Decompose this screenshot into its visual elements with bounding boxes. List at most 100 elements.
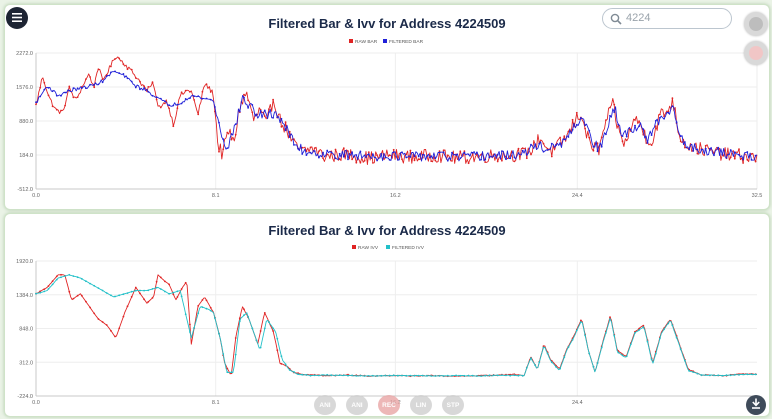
data-point [634,119,636,121]
chart-title-bar: Filtered Bar & Ivv for Address 4224509 [268,16,506,31]
data-point [688,370,690,372]
data-point [679,348,682,351]
data-point [155,98,158,101]
data-point [592,365,595,368]
y-tick-label: 1920.0 [16,259,33,265]
data-point [646,340,649,343]
data-point [376,154,378,157]
series-points [35,273,757,377]
data-point [205,83,208,85]
data-point [101,289,104,292]
data-point [600,346,603,349]
data-point [218,332,220,335]
data-point [401,158,403,161]
data-point [105,75,108,77]
legend-swatch [386,245,390,249]
data-point [76,87,79,90]
legend-label: RAW IVV [358,245,379,251]
data-point [629,343,632,346]
data-point [359,161,362,164]
data-point [122,63,125,66]
data-point [471,374,474,377]
data-point [638,120,640,123]
data-point [629,128,632,131]
control-button-5[interactable]: STP [442,395,464,415]
data-point [97,83,100,86]
record-button[interactable] [744,12,768,36]
data-point [580,319,582,322]
y-tick-label: -224.0 [17,394,33,400]
download-icon [751,396,761,414]
data-point [496,160,499,163]
data-point [97,68,100,71]
data-point [384,374,387,377]
reset-button[interactable] [744,41,768,65]
data-point [243,308,245,311]
data-point [214,317,216,320]
data-point [130,290,133,293]
data-point [542,150,545,153]
data-point [301,373,304,376]
legend-swatch [352,245,356,249]
data-point [342,374,345,377]
data-point [484,161,487,164]
data-point [484,374,487,377]
data-point [334,374,337,377]
data-point [555,366,557,368]
data-point [621,135,624,138]
data-point [467,162,470,165]
data-point [288,130,291,133]
data-point [164,280,166,283]
data-point [517,152,520,154]
data-point [580,117,582,119]
data-point [35,103,37,106]
data-point [679,140,682,143]
data-point [596,142,599,145]
data-point [742,162,744,164]
data-point [342,147,345,150]
data-point [509,157,512,160]
data-point [459,157,462,160]
data-point [101,78,104,81]
data-point [563,356,566,359]
data-point [638,329,640,331]
control-button-1[interactable]: ANI [314,395,336,415]
data-point [525,154,528,156]
data-point [247,99,250,102]
data-point [480,158,482,161]
data-point [222,138,225,141]
data-point [513,156,516,159]
data-point [351,151,353,154]
data-point [251,111,254,114]
data-point [238,317,241,320]
legend-swatch [383,39,387,43]
data-point [180,91,183,94]
data-point [721,374,724,377]
data-point [446,159,449,162]
data-point [209,309,212,312]
data-point [122,293,125,296]
data-point [409,374,412,377]
data-point [338,158,341,160]
search-input[interactable]: 4224 [602,8,732,29]
data-point [605,332,607,334]
data-point [654,352,657,355]
menu-button[interactable] [6,7,28,29]
data-point [459,374,462,377]
data-point [259,109,262,112]
data-point [642,324,645,327]
data-point [638,125,640,128]
control-button-3[interactable]: REC [378,395,400,415]
control-button-4[interactable]: LIN [410,395,432,415]
control-button-2[interactable]: ANI [346,395,368,415]
data-point [234,123,237,126]
download-button[interactable] [746,395,766,415]
data-point [143,298,146,301]
data-point [605,133,607,136]
data-point [372,374,374,377]
data-point [421,374,424,377]
data-point [209,98,212,101]
data-point [51,280,54,282]
data-point [605,119,607,121]
data-point [717,146,720,149]
